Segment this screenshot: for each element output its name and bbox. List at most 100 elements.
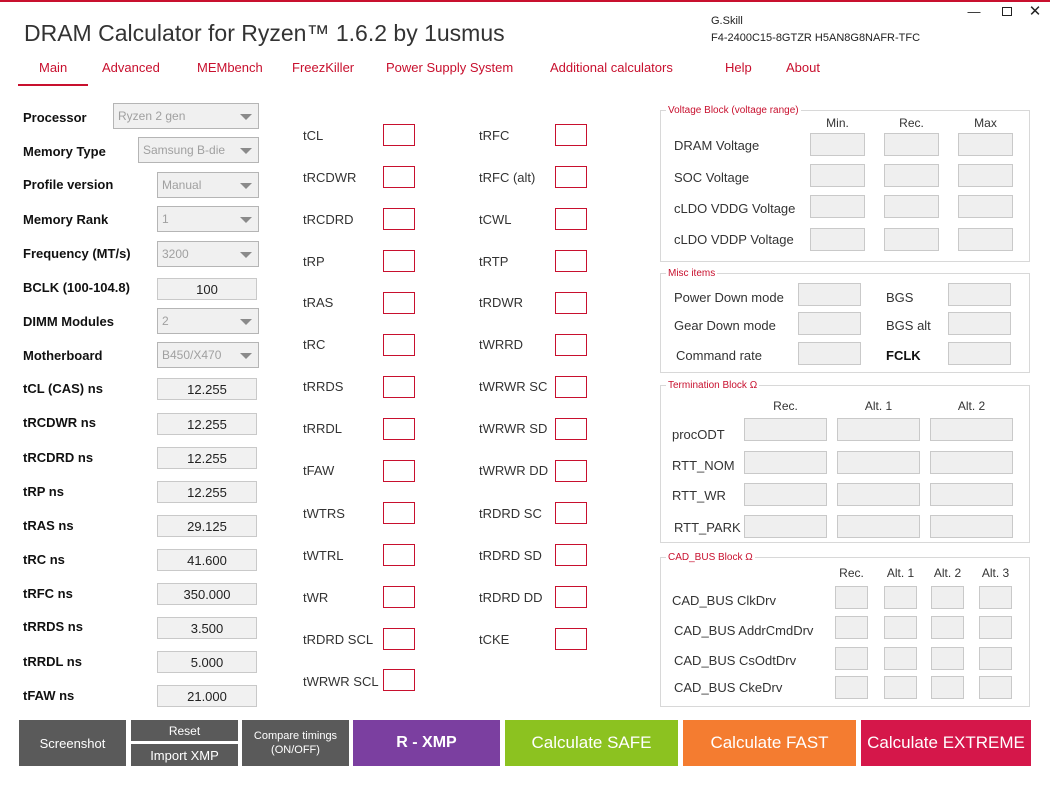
timing-input[interactable] (383, 166, 415, 188)
timing-input[interactable] (555, 208, 587, 230)
reset-button[interactable]: Reset (131, 720, 238, 741)
termination-alt1-field[interactable] (837, 418, 920, 441)
ns-timing-input[interactable]: 21.000 (157, 685, 257, 707)
timing-input[interactable] (383, 334, 415, 356)
gear-down-mode-field[interactable] (798, 312, 861, 335)
cad-bus-alt1-field[interactable] (884, 586, 917, 609)
calculate-fast-button[interactable]: Calculate FAST (683, 720, 856, 766)
cad-bus-alt2-field[interactable] (931, 647, 964, 670)
timing-input[interactable] (555, 166, 587, 188)
voltage-min-field[interactable] (810, 228, 865, 251)
timing-input[interactable] (383, 292, 415, 314)
timing-input[interactable] (383, 418, 415, 440)
timing-input[interactable] (555, 250, 587, 272)
termination-alt1-field[interactable] (837, 515, 920, 538)
timing-input[interactable] (555, 460, 587, 482)
screenshot-button[interactable]: Screenshot (19, 720, 126, 766)
cad-bus-alt3-field[interactable] (979, 647, 1012, 670)
motherboard-select[interactable]: B450/X470 (157, 342, 259, 368)
termination-rec-field[interactable] (744, 418, 827, 441)
cad-bus-rec-field[interactable] (835, 647, 868, 670)
cad-bus-alt2-field[interactable] (931, 676, 964, 699)
termination-alt1-field[interactable] (837, 483, 920, 506)
compare-timings-button[interactable]: Compare timings (ON/OFF) (242, 720, 349, 766)
voltage-min-field[interactable] (810, 195, 865, 218)
close-icon[interactable]: ✕ (1028, 3, 1042, 20)
tab-additional-calculators[interactable]: Additional calculators (550, 60, 673, 75)
termination-rec-field[interactable] (744, 483, 827, 506)
cad-bus-rec-field[interactable] (835, 616, 868, 639)
timing-input[interactable] (555, 292, 587, 314)
ns-timing-input[interactable]: 350.000 (157, 583, 257, 605)
voltage-max-field[interactable] (958, 195, 1013, 218)
command-rate-field[interactable] (798, 342, 861, 365)
ns-timing-input[interactable]: 12.255 (157, 413, 257, 435)
timing-input[interactable] (555, 418, 587, 440)
cad-bus-alt2-field[interactable] (931, 616, 964, 639)
r-xmp-button[interactable]: R - XMP (353, 720, 500, 766)
bclk-input[interactable]: 100 (157, 278, 257, 300)
ns-timing-input[interactable]: 12.255 (157, 447, 257, 469)
bgs-alt-field[interactable] (948, 312, 1011, 335)
voltage-max-field[interactable] (958, 164, 1013, 187)
timing-input[interactable] (555, 124, 587, 146)
tab-power-supply-system[interactable]: Power Supply System (386, 60, 514, 75)
timing-input[interactable] (555, 502, 587, 524)
timing-input[interactable] (383, 544, 415, 566)
cad-bus-rec-field[interactable] (835, 676, 868, 699)
voltage-rec-field[interactable] (884, 195, 939, 218)
processor-select[interactable]: Ryzen 2 gen (113, 103, 259, 129)
termination-alt1-field[interactable] (837, 451, 920, 474)
cad-bus-alt3-field[interactable] (979, 616, 1012, 639)
timing-input[interactable] (383, 250, 415, 272)
ns-timing-input[interactable]: 12.255 (157, 481, 257, 503)
cad-bus-alt1-field[interactable] (884, 616, 917, 639)
memory-type-select[interactable]: Samsung B-die (138, 137, 259, 163)
termination-alt2-field[interactable] (930, 483, 1013, 506)
maximize-icon[interactable] (999, 3, 1015, 16)
voltage-max-field[interactable] (958, 133, 1013, 156)
cad-bus-rec-field[interactable] (835, 586, 868, 609)
voltage-min-field[interactable] (810, 164, 865, 187)
timing-input[interactable] (555, 544, 587, 566)
timing-input[interactable] (383, 628, 415, 650)
frequency-select[interactable]: 3200 (157, 241, 259, 267)
calculate-extreme-button[interactable]: Calculate EXTREME (861, 720, 1031, 766)
timing-input[interactable] (555, 586, 587, 608)
ns-timing-input[interactable]: 5.000 (157, 651, 257, 673)
tab-freezkiller[interactable]: FreezKiller (292, 60, 355, 75)
voltage-max-field[interactable] (958, 228, 1013, 251)
timing-input[interactable] (555, 376, 587, 398)
cad-bus-alt3-field[interactable] (979, 676, 1012, 699)
ns-timing-input[interactable]: 12.255 (157, 378, 257, 400)
import-xmp-button[interactable]: Import XMP (131, 744, 238, 766)
timing-input[interactable] (383, 460, 415, 482)
tab-membench[interactable]: MEMbench (197, 60, 263, 75)
timing-input[interactable] (383, 124, 415, 146)
termination-rec-field[interactable] (744, 451, 827, 474)
termination-rec-field[interactable] (744, 515, 827, 538)
ns-timing-input[interactable]: 29.125 (157, 515, 257, 537)
voltage-min-field[interactable] (810, 133, 865, 156)
cad-bus-alt3-field[interactable] (979, 586, 1012, 609)
tab-help[interactable]: Help (725, 60, 752, 75)
power-down-mode-field[interactable] (798, 283, 861, 306)
tab-main[interactable]: Main (39, 60, 68, 75)
tab-about[interactable]: About (786, 60, 820, 75)
dimm-modules-select[interactable]: 2 (157, 308, 259, 334)
timing-input[interactable] (383, 586, 415, 608)
cad-bus-alt2-field[interactable] (931, 586, 964, 609)
memory-rank-select[interactable]: 1 (157, 206, 259, 232)
ns-timing-input[interactable]: 41.600 (157, 549, 257, 571)
voltage-rec-field[interactable] (884, 228, 939, 251)
timing-input[interactable] (555, 628, 587, 650)
minimize-icon[interactable]: — (967, 4, 981, 19)
bgs-field[interactable] (948, 283, 1011, 306)
termination-alt2-field[interactable] (930, 451, 1013, 474)
calculate-safe-button[interactable]: Calculate SAFE (505, 720, 678, 766)
termination-alt2-field[interactable] (930, 418, 1013, 441)
timing-input[interactable] (383, 208, 415, 230)
cad-bus-alt1-field[interactable] (884, 647, 917, 670)
fclk-field[interactable] (948, 342, 1011, 365)
timing-input[interactable] (383, 376, 415, 398)
